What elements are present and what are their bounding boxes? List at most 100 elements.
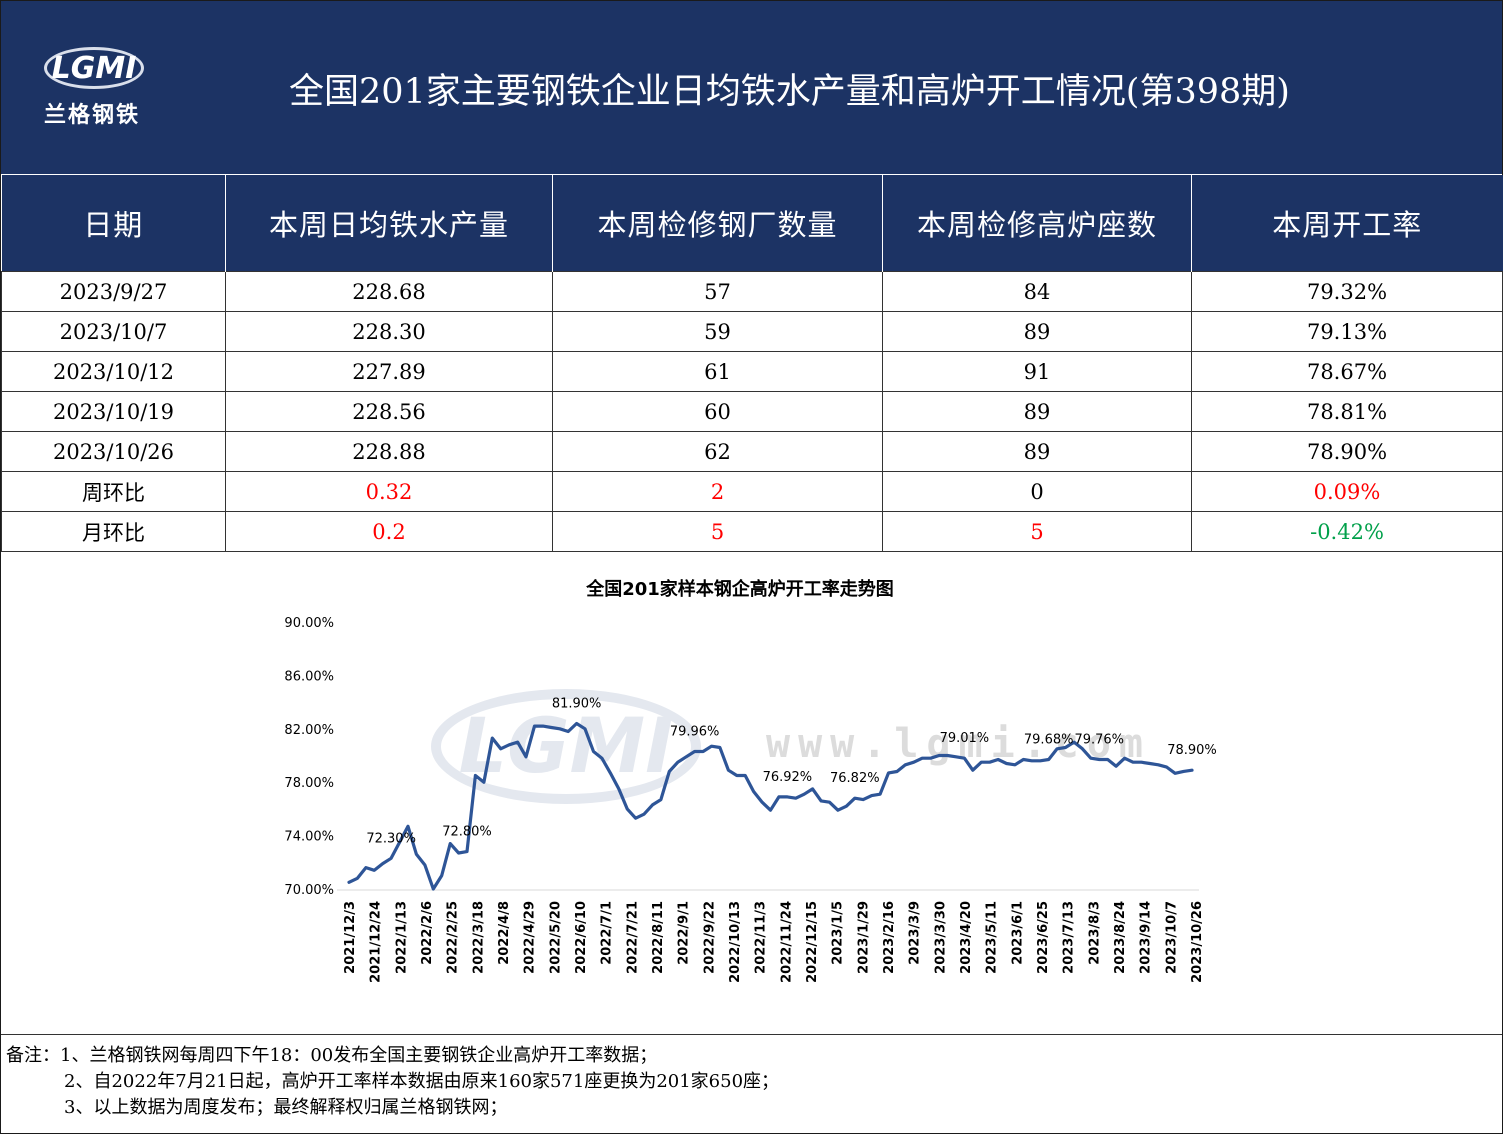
x-tick-label: 2022/9/1 [677, 901, 692, 965]
y-tick-label: 90.00% [284, 616, 334, 631]
x-tick-label: 2023/3/30 [933, 901, 948, 974]
cell-mills-maintenance: 2 [552, 471, 883, 512]
x-tick-label: 2023/7/13 [1062, 901, 1077, 974]
chart-title: 全国201家样本钢企高炉开工率走势图 [586, 579, 894, 600]
x-tick-label: 2023/6/25 [1036, 901, 1051, 974]
cell-operating-rate: 78.67% [1191, 351, 1503, 392]
column-header-operating-rate: 本周开工率 [1191, 175, 1503, 272]
cell-iron-output: 0.32 [225, 471, 553, 512]
series-line [347, 721, 1194, 891]
data-label: 79.68% [1024, 733, 1074, 748]
data-table: 日期 本周日均铁水产量 本周检修钢厂数量 本周检修高炉座数 本周开工率 2023… [1, 175, 1503, 552]
x-tick-label: 2023/1/5 [831, 901, 846, 965]
logo-text: LGMI [51, 51, 137, 86]
logo-oval [44, 47, 144, 89]
x-tick-label: 2023/1/29 [856, 901, 871, 974]
cell-iron-output: 227.89 [225, 351, 553, 392]
data-label: 76.92% [763, 770, 813, 785]
cell-iron-output: 0.2 [225, 511, 553, 552]
watermark-logo-oval [431, 689, 701, 804]
notes-section: 备注：1、兰格钢铁网每周四下午18：00发布全国主要钢铁企业高炉开工率数据； 2… [1, 1034, 1502, 1133]
data-label: 78.90% [1167, 743, 1217, 758]
x-tick-label: 2022/2/6 [420, 901, 435, 965]
x-tick-label: 2022/6/10 [574, 901, 589, 974]
cell-date: 2023/10/12 [1, 351, 226, 392]
cell-iron-output: 228.30 [225, 311, 553, 352]
x-tick-label: 2022/2/25 [446, 901, 461, 974]
cell-iron-output: 228.56 [225, 391, 553, 432]
cell-operating-rate: 78.90% [1191, 431, 1503, 472]
x-tick-label: 2023/10/7 [1164, 901, 1179, 974]
x-tick-label: 2023/5/11 [985, 901, 1000, 974]
data-label: 72.80% [442, 825, 492, 840]
x-tick-label: 2022/7/21 [625, 901, 640, 974]
cell-iron-output: 228.68 [225, 271, 553, 312]
cell-furnaces-maintenance: 84 [882, 271, 1192, 312]
cell-date: 2023/10/19 [1, 391, 226, 432]
x-tick-label: 2022/11/3 [754, 901, 769, 974]
note-line-2: 2、自2022年7月21日起，高炉开工率样本数据由原来160家571座更换为20… [64, 1071, 780, 1092]
cell-mills-maintenance: 62 [552, 431, 883, 472]
cell-operating-rate: 79.32% [1191, 271, 1503, 312]
table-header-row: 日期 本周日均铁水产量 本周检修钢厂数量 本周检修高炉座数 本周开工率 [1, 175, 1503, 272]
cell-mills-maintenance: 59 [552, 311, 883, 352]
x-tick-label: 2022/4/8 [497, 901, 512, 965]
cell-furnaces-maintenance: 89 [882, 431, 1192, 472]
page-title: 全国201家主要钢铁企业日均铁水产量和高炉开工情况(第398期) [289, 72, 1290, 112]
cell-operating-rate: -0.42% [1191, 511, 1503, 552]
cell-date: 月环比 [1, 511, 226, 552]
cell-date: 周环比 [1, 471, 226, 512]
data-label: 79.96% [670, 724, 720, 739]
note-line-1: 备注：1、兰格钢铁网每周四下午18：00发布全国主要钢铁企业高炉开工率数据； [6, 1045, 658, 1066]
cell-date: 2023/9/27 [1, 271, 226, 312]
x-tick-label: 2022/7/1 [600, 901, 615, 965]
line-chart: 70.00% 74.00% 78.00% 82.00% 86.00% 90.00% 2021… [284, 616, 1217, 983]
cell-mills-maintenance: 60 [552, 391, 883, 432]
y-tick-label: 70.00% [284, 883, 334, 898]
x-tick-label: 2023/4/20 [959, 901, 974, 974]
y-tick-label: 82.00% [284, 723, 334, 738]
column-header-furnaces-maintenance: 本周检修高炉座数 [882, 175, 1192, 272]
x-tick-label: 2021/12/24 [369, 901, 384, 983]
x-tick-label: 2023/6/1 [1010, 901, 1025, 965]
table-row: 2023/10/7 228.30 59 89 79.13% [1, 311, 1503, 352]
table-row: 2023/10/26 228.88 62 89 78.90% [1, 431, 1503, 472]
x-tick-label: 2022/3/18 [471, 901, 486, 974]
cell-furnaces-maintenance: 91 [882, 351, 1192, 392]
table-row: 周环比 0.32 2 0 0.09% [1, 471, 1503, 512]
table-row: 2023/10/12 227.89 61 91 78.67% [1, 351, 1503, 392]
x-tick-label: 2023/8/3 [1087, 901, 1102, 965]
x-tick-label: 2022/1/13 [394, 901, 409, 974]
cell-mills-maintenance: 61 [552, 351, 883, 392]
table-row: 2023/10/19 228.56 60 89 78.81% [1, 391, 1503, 432]
cell-furnaces-maintenance: 5 [882, 511, 1192, 552]
chart-area: LGMI www.lgmi.com 全国201家样本钢企高炉开工率走势图 70.… [1, 551, 1502, 1034]
column-header-iron-output: 本周日均铁水产量 [225, 175, 553, 272]
cell-mills-maintenance: 5 [552, 511, 883, 552]
data-label: 76.82% [830, 771, 880, 786]
x-tick-label: 2022/12/15 [805, 901, 820, 983]
column-header-mills-maintenance: 本周检修钢厂数量 [552, 175, 883, 272]
cell-furnaces-maintenance: 89 [882, 311, 1192, 352]
note-line-3: 3、以上数据为周度发布；最终解释权归属兰格钢铁网； [64, 1097, 508, 1118]
table-row: 月环比 0.2 5 5 -0.42% [1, 511, 1503, 552]
data-label: 79.76% [1074, 733, 1124, 748]
data-label: 79.01% [940, 731, 990, 746]
x-tick-label: 2023/3/9 [908, 901, 923, 965]
x-tick-label: 2021/12/3 [343, 901, 358, 974]
x-tick-label: 2023/2/16 [882, 901, 897, 974]
watermark-logo-text: LGMI [458, 701, 674, 790]
x-tick-label: 2023/9/14 [1139, 901, 1154, 974]
y-tick-label: 78.00% [284, 776, 334, 791]
x-tick-label: 2023/8/24 [1113, 901, 1128, 974]
cell-iron-output: 228.88 [225, 431, 553, 472]
x-tick-label: 2023/10/26 [1190, 901, 1205, 983]
data-label: 72.30% [366, 831, 416, 846]
watermark-url: www.lgmi.com [766, 721, 1151, 767]
data-label: 81.90% [552, 696, 602, 711]
cell-operating-rate: 78.81% [1191, 391, 1503, 432]
x-tick-label: 2022/4/29 [523, 901, 538, 974]
x-tick-label: 2022/11/24 [779, 901, 794, 983]
lgmi-logo: LGMI 兰格钢铁 [41, 41, 151, 136]
cell-date: 2023/10/26 [1, 431, 226, 472]
